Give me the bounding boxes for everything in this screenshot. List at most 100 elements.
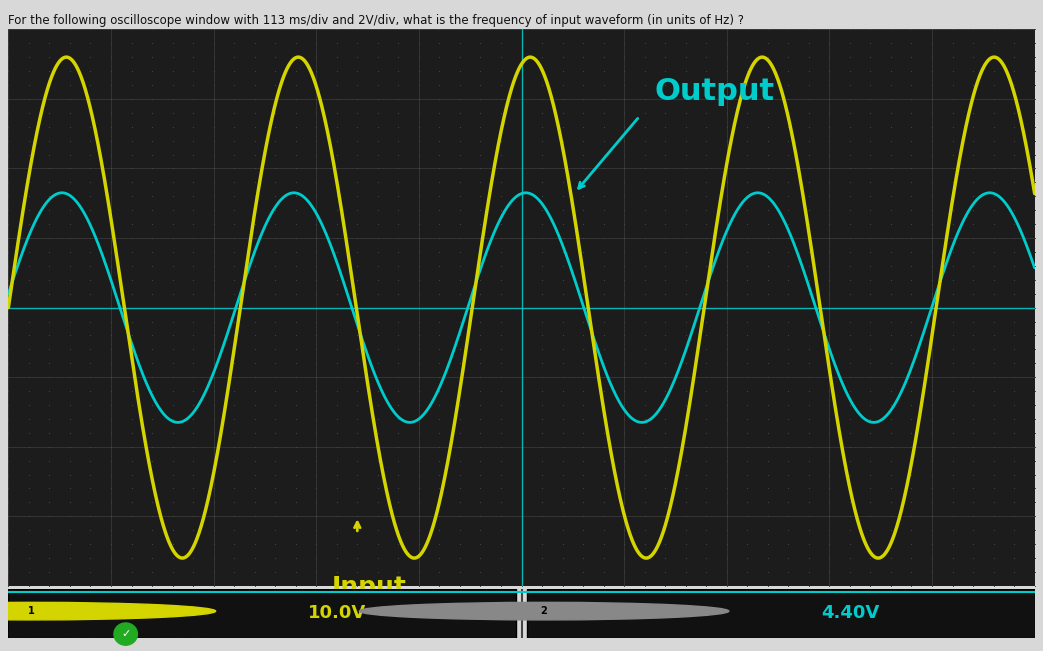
Point [677, 456, 694, 466]
Point [821, 233, 838, 243]
Point [144, 205, 161, 215]
Point [82, 567, 99, 577]
Point [62, 163, 78, 174]
Point [698, 149, 714, 159]
Point [369, 177, 386, 187]
Point [780, 260, 797, 271]
Point [801, 567, 818, 577]
Point [185, 386, 201, 396]
Point [185, 177, 201, 187]
Point [882, 24, 899, 35]
Point [288, 302, 305, 312]
Point [657, 553, 674, 563]
Point [677, 428, 694, 438]
Point [349, 511, 366, 521]
Point [513, 441, 530, 452]
Point [431, 107, 447, 118]
Point [534, 372, 551, 382]
Point [41, 135, 57, 146]
Point [780, 52, 797, 62]
Point [288, 94, 305, 104]
Point [534, 525, 551, 535]
Point [492, 413, 509, 424]
Point [21, 413, 38, 424]
Point [205, 24, 222, 35]
Point [1005, 553, 1022, 563]
Point [102, 177, 119, 187]
Point [575, 358, 591, 368]
Point [369, 428, 386, 438]
Point [452, 205, 468, 215]
Point [944, 539, 961, 549]
Point [492, 525, 509, 535]
Point [615, 344, 632, 355]
Point [472, 525, 489, 535]
Point [903, 275, 920, 285]
Point [0, 24, 17, 35]
Point [164, 233, 180, 243]
Point [21, 511, 38, 521]
Point [698, 316, 714, 327]
Point [1005, 428, 1022, 438]
Point [369, 497, 386, 508]
Point [882, 581, 899, 591]
Point [636, 344, 653, 355]
Point [759, 275, 776, 285]
Point [513, 205, 530, 215]
Point [965, 24, 981, 35]
Point [123, 52, 140, 62]
Point [144, 247, 161, 257]
Point [390, 66, 407, 76]
Point [821, 525, 838, 535]
Point [986, 135, 1002, 146]
Point [596, 191, 612, 201]
Point [636, 581, 653, 591]
Point [513, 539, 530, 549]
Point [288, 24, 305, 35]
Point [615, 441, 632, 452]
Point [738, 135, 755, 146]
Point [185, 24, 201, 35]
Point [719, 94, 735, 104]
Point [0, 38, 17, 48]
Point [698, 163, 714, 174]
Point [225, 135, 242, 146]
Point [986, 428, 1002, 438]
Point [801, 330, 818, 340]
Point [102, 413, 119, 424]
Point [719, 539, 735, 549]
Point [452, 400, 468, 410]
Point [615, 302, 632, 312]
Point [698, 386, 714, 396]
Point [1026, 205, 1043, 215]
Point [513, 219, 530, 229]
Point [780, 400, 797, 410]
Point [534, 79, 551, 90]
Point [677, 66, 694, 76]
Point [821, 581, 838, 591]
Point [205, 386, 222, 396]
Point [882, 316, 899, 327]
Point [0, 177, 17, 187]
Point [903, 581, 920, 591]
Point [144, 400, 161, 410]
Point [472, 260, 489, 271]
Point [636, 219, 653, 229]
Point [534, 247, 551, 257]
Point [288, 66, 305, 76]
Point [41, 233, 57, 243]
Point [123, 66, 140, 76]
Point [657, 66, 674, 76]
Point [246, 539, 263, 549]
Point [534, 567, 551, 577]
Point [390, 330, 407, 340]
Point [349, 344, 366, 355]
Point [41, 539, 57, 549]
Point [780, 567, 797, 577]
Point [329, 191, 345, 201]
Point [534, 52, 551, 62]
Point [123, 525, 140, 535]
Point [903, 539, 920, 549]
Point [759, 386, 776, 396]
Point [102, 288, 119, 299]
